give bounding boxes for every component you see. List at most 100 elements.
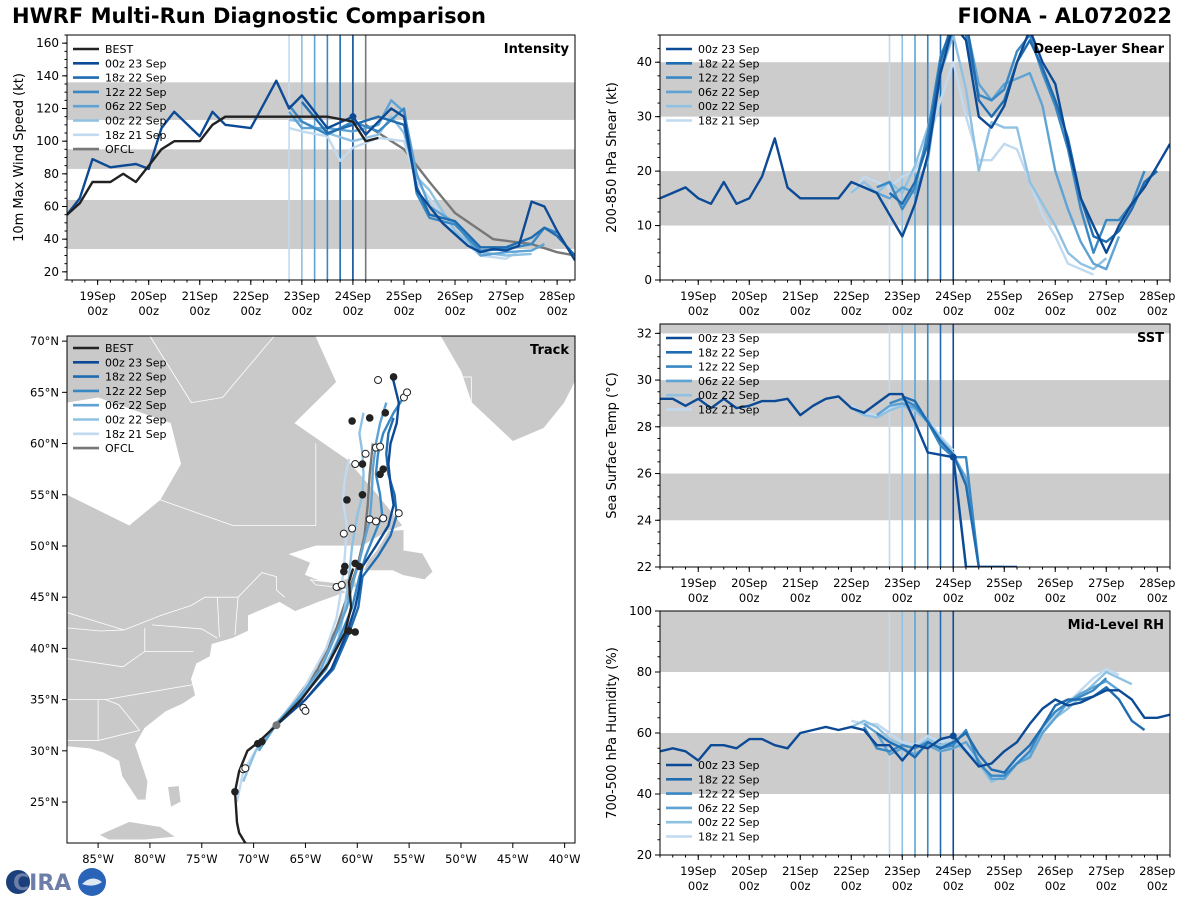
- legend-label: 18z 22 Sep: [698, 346, 760, 359]
- y-tick-label: 30: [637, 373, 652, 387]
- legend-label: 18z 21 Sep: [698, 831, 760, 844]
- intensity-panel: 2040608010012014016019Sep00z20Sep00z21Se…: [12, 34, 576, 318]
- x-tick-label-date: 25Sep: [986, 576, 1022, 590]
- legend-label: 12z 22 Sep: [105, 86, 167, 99]
- state-border-2: [67, 651, 194, 668]
- shaded-band: [67, 149, 575, 169]
- x-tick-label-hour: 00z: [892, 591, 913, 605]
- lat-tick-label: 40°N: [30, 641, 59, 655]
- lon-tick-label: 65°W: [290, 852, 322, 866]
- x-tick-label-date: 20Sep: [131, 289, 167, 303]
- x-tick-label-date: 21Sep: [782, 864, 818, 878]
- y-tick-label: 24: [637, 513, 652, 527]
- panel-title: Intensity: [504, 42, 570, 57]
- legend-label: 06z 22 Sep: [698, 375, 760, 388]
- legend-label: 18z 21 Sep: [105, 428, 167, 441]
- x-tick-label-hour: 00z: [394, 304, 415, 318]
- y-tick-label: 20: [637, 848, 652, 862]
- x-tick-label-hour: 00z: [841, 304, 862, 318]
- x-tick-label-hour: 00z: [445, 304, 466, 318]
- y-tick-label: 32: [637, 326, 652, 340]
- x-tick-label-hour: 00z: [1045, 879, 1066, 893]
- lon-tick-label: 50°W: [445, 852, 477, 866]
- legend-label: 00z 23 Sep: [698, 759, 760, 772]
- x-tick-label-hour: 00z: [739, 304, 760, 318]
- track-lines: [231, 373, 412, 843]
- lat-tick-label: 30°N: [30, 744, 59, 758]
- series-line-00z-23-sep: [660, 689, 1170, 768]
- logo-globe-left: [6, 870, 30, 894]
- track-line-best: [233, 568, 355, 843]
- y-tick-label: 40: [637, 787, 652, 801]
- x-tick-label-date: 22Sep: [833, 864, 869, 878]
- x-tick-label-hour: 00z: [1045, 304, 1066, 318]
- x-tick-label-date: 26Sep: [1037, 289, 1073, 303]
- legend-label: 18z 21 Sep: [105, 129, 167, 142]
- x-tick-label-hour: 00z: [1147, 304, 1168, 318]
- x-tick-label-date: 24Sep: [935, 289, 971, 303]
- track-point-filled: [379, 465, 388, 473]
- lat-tick-label: 55°N: [30, 488, 59, 502]
- track-point-filled: [358, 460, 367, 468]
- legend-label: 12z 22 Sep: [105, 385, 167, 398]
- x-tick-label-date: 23Sep: [284, 289, 320, 303]
- legend-label: OFCL: [105, 442, 135, 455]
- track-line-06z-22-sep: [257, 402, 388, 752]
- lat-tick-label: 70°N: [30, 334, 59, 348]
- legend-label: 18z 22 Sep: [105, 371, 167, 384]
- x-tick-label-hour: 00z: [138, 304, 159, 318]
- track-point-open: [241, 764, 250, 773]
- x-tick-label-hour: 00z: [1147, 879, 1168, 893]
- x-tick-label-date: 23Sep: [884, 289, 920, 303]
- x-tick-label-hour: 00z: [1147, 591, 1168, 605]
- x-tick-label-hour: 00z: [1096, 591, 1117, 605]
- x-tick-label-hour: 00z: [1096, 879, 1117, 893]
- x-tick-label-hour: 00z: [547, 304, 568, 318]
- y-tick-label: 100: [36, 134, 59, 148]
- shear-panel: 01020304019Sep00z20Sep00z21Sep00z22Sep00…: [605, 34, 1175, 318]
- y-axis-label: Sea Surface Temp (°C): [605, 372, 620, 519]
- series-group: [660, 667, 1170, 783]
- y-tick-label: 140: [36, 69, 59, 83]
- track-point-open: [339, 529, 348, 538]
- province-border-1: [160, 443, 317, 526]
- y-tick-label: 160: [36, 36, 59, 50]
- track-point-open: [379, 514, 388, 523]
- legend-label: 18z 22 Sep: [698, 773, 760, 786]
- track-point-filled: [258, 737, 266, 746]
- track-point-open: [374, 376, 383, 385]
- lon-tick-label: 60°W: [341, 852, 373, 866]
- legend-label: BEST: [105, 43, 133, 56]
- track-point-filled: [351, 628, 360, 636]
- y-tick-label: 40: [44, 232, 59, 246]
- track-point-filled: [381, 409, 390, 417]
- x-tick-label-date: 27Sep: [488, 289, 524, 303]
- lon-tick-label: 45°W: [497, 852, 529, 866]
- x-tick-label-date: 28Sep: [1139, 576, 1175, 590]
- lon-tick-label: 75°W: [186, 852, 218, 866]
- track-point-filled: [358, 490, 367, 499]
- x-tick-label-date: 28Sep: [1139, 289, 1175, 303]
- track-point-open: [361, 449, 370, 458]
- shaded-band: [67, 82, 575, 120]
- x-tick-label-hour: 00z: [1096, 304, 1117, 318]
- legend-label: 06z 22 Sep: [698, 86, 760, 99]
- track-point-filled: [348, 417, 356, 425]
- x-tick-label-date: 25Sep: [986, 864, 1022, 878]
- lat-tick-label: 35°N: [30, 693, 59, 707]
- x-tick-label-hour: 00z: [739, 879, 760, 893]
- lon-tick-label: 85°W: [82, 852, 114, 866]
- x-tick-label-hour: 00z: [688, 879, 709, 893]
- legend-label: OFCL: [105, 143, 135, 156]
- x-tick-label-hour: 00z: [240, 304, 261, 318]
- bahamas-land: [167, 785, 182, 808]
- ofcl-point: [272, 721, 281, 730]
- track-point-open: [394, 509, 403, 518]
- legend-label: 18z 21 Sep: [698, 404, 760, 417]
- x-tick-label-date: 26Sep: [437, 289, 473, 303]
- x-tick-label-date: 21Sep: [782, 289, 818, 303]
- series-group: [660, 392, 1017, 567]
- init-point: [949, 453, 957, 461]
- x-tick-label-hour: 00z: [739, 591, 760, 605]
